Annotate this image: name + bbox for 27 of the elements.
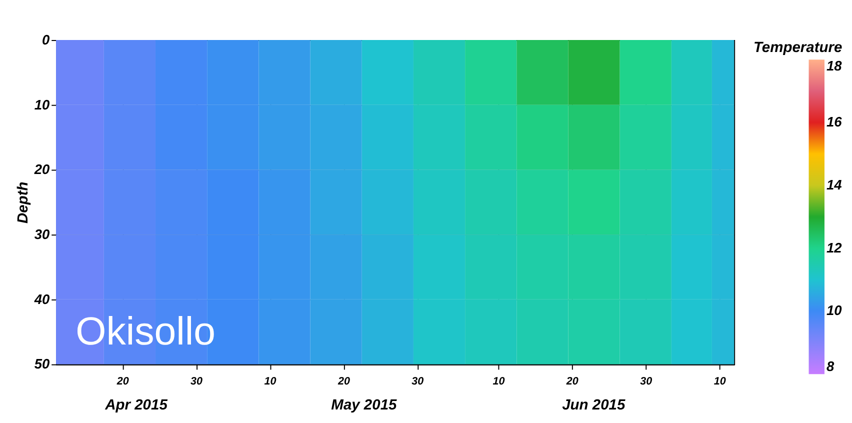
color-bar-label: 10 (826, 303, 842, 318)
text: Apr 2015 (104, 397, 168, 414)
x-tick-label: 20 (565, 375, 578, 388)
color-bar-label: 12 (826, 240, 842, 256)
color-bar-label: 18 (826, 58, 842, 74)
x-tick-label: 20 (336, 375, 350, 388)
x-tick-label: 30 (412, 375, 424, 388)
x-tick-label: 10 (714, 375, 726, 388)
y-tick-label: 10 (34, 97, 50, 112)
x-tick-label: 20 (116, 375, 129, 388)
color-bar-label: 8 (826, 359, 834, 374)
text: Jun 2015 (562, 397, 626, 414)
y-tick-label: 50 (34, 356, 50, 372)
y-axis-title: Depth (15, 182, 32, 224)
color-bar-label: 14 (826, 177, 842, 192)
y-tick-label: 20 (33, 162, 50, 178)
y-tick-label: 30 (34, 227, 50, 242)
x-tick-label: 10 (264, 375, 276, 388)
y-tick-label: 0 (42, 32, 50, 48)
x-tick-label: 30 (640, 375, 652, 388)
y-tick-label: 40 (33, 292, 50, 307)
x-tick-label: 10 (492, 375, 505, 388)
x-tick-label: 30 (190, 375, 203, 388)
color-bar-label: 16 (826, 114, 842, 130)
annotation: Okisollo (76, 310, 216, 354)
color-bar-title: Temperature (753, 40, 842, 56)
text: May 2015 (331, 397, 398, 414)
